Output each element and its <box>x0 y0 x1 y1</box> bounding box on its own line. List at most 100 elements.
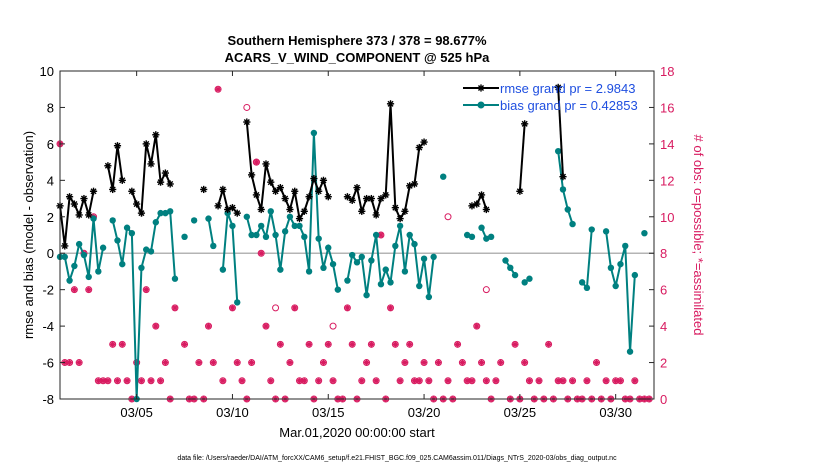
obs-possible-marker <box>458 359 466 367</box>
obs-possible-marker <box>348 340 356 348</box>
rmse-line-segment <box>245 121 330 222</box>
rmse-point-core <box>144 142 148 146</box>
obs-possible-marker <box>195 359 203 367</box>
obs-assimilated-marker <box>210 359 216 366</box>
bias-point <box>511 271 519 279</box>
bias-point <box>602 228 610 235</box>
rmse-point-core <box>278 186 282 190</box>
x-tick-label: 03/10 <box>216 405 249 420</box>
y-right-tick-label: 18 <box>660 64 674 79</box>
y-right-tick-label: 4 <box>660 319 667 334</box>
obs-assimilated-marker <box>66 359 73 366</box>
obs-assimilated-marker <box>234 359 240 366</box>
obs-possible-marker <box>425 377 433 385</box>
obs-assimilated-marker <box>325 341 331 347</box>
obs-possible-marker <box>391 340 399 348</box>
bias-point <box>617 260 624 268</box>
bias-point <box>61 253 68 261</box>
rmse-point-core <box>106 164 110 168</box>
obs-assimilated-marker <box>263 323 269 329</box>
rmse-point-core <box>398 217 402 221</box>
rmse-point-core <box>345 195 350 199</box>
bias-point <box>607 264 615 271</box>
bias-point <box>416 282 423 290</box>
bias-point <box>138 264 145 271</box>
bias-point <box>583 284 591 292</box>
y-left-tick-label: 0 <box>47 246 54 261</box>
bias-point <box>281 228 289 235</box>
rmse-point-core <box>139 211 144 215</box>
rmse-point-core <box>135 202 139 206</box>
rmse-point-core <box>235 211 239 215</box>
obs-possible-marker <box>214 85 222 93</box>
obs-possible-marker <box>583 377 591 385</box>
obs-assimilated-marker <box>220 378 226 384</box>
rmse-series <box>56 83 567 250</box>
obs-possible-marker <box>152 322 160 330</box>
obs-assimilated-marker <box>363 359 370 366</box>
rmse-point-core <box>230 206 235 210</box>
obs-assimilated-marker <box>124 378 130 384</box>
obs-possible-marker <box>104 377 112 385</box>
bias-point <box>257 222 265 230</box>
y-left-tick-label: -2 <box>42 283 54 298</box>
bias-point <box>166 208 174 215</box>
obs-assimilated-marker <box>411 378 418 384</box>
obs-assimilated-marker <box>569 378 576 384</box>
obs-assimilated-marker <box>536 378 542 384</box>
obs-assimilated-marker <box>268 378 274 384</box>
obs-assimilated-marker <box>249 359 255 366</box>
x-tick-label: 03/25 <box>504 405 537 420</box>
y-left-tick-label: 6 <box>47 137 54 152</box>
obs-possible-marker <box>85 286 93 294</box>
bias-point <box>425 293 433 301</box>
bias-point <box>478 224 485 231</box>
rmse-point-core <box>250 173 254 177</box>
bias-point <box>411 240 418 248</box>
rmse-point-core <box>484 207 488 212</box>
bias-point <box>401 268 409 275</box>
rmse-point-core <box>149 162 153 166</box>
obs-possible-marker <box>252 158 260 166</box>
bias-point <box>219 266 227 273</box>
bias-point <box>325 244 332 251</box>
obs-assimilated-marker <box>301 378 307 384</box>
bias-point <box>564 206 571 213</box>
obs-possible-marker <box>420 359 428 367</box>
y-right-tick-label: 2 <box>660 356 667 371</box>
obs-assimilated-marker <box>526 378 533 384</box>
bias-point <box>99 244 107 251</box>
obs-possible-marker <box>434 359 442 367</box>
bias-point <box>305 268 313 275</box>
bias-point <box>119 260 126 268</box>
obs-possible-marker <box>147 377 155 385</box>
rmse-point-core <box>374 213 378 217</box>
rmse-point-core <box>259 207 263 212</box>
obs-possible-marker <box>616 377 624 385</box>
bias-point <box>181 233 188 241</box>
obs-assimilated-marker <box>373 378 379 384</box>
y-right-tick-label: 16 <box>660 100 674 115</box>
obs-possible-marker <box>243 103 251 111</box>
obs-possible-marker <box>248 359 256 367</box>
obs-assimilated-marker <box>258 250 264 256</box>
obs-possible-marker <box>387 304 395 312</box>
obs-possible-marker <box>415 377 423 385</box>
obs-assimilated-marker <box>316 378 322 384</box>
bias-point <box>396 222 404 230</box>
obs-possible-marker <box>171 304 179 312</box>
obs-assimilated-marker <box>632 378 638 384</box>
bias-point <box>569 220 576 228</box>
rmse-point-core <box>87 213 91 217</box>
bias-point <box>487 233 495 241</box>
bias-point <box>171 275 179 282</box>
rmse-point-core <box>168 182 172 186</box>
obs-assimilated-marker <box>277 341 283 347</box>
bias-point <box>353 259 361 266</box>
obs-assimilated-marker <box>157 378 164 384</box>
bias-point <box>626 348 634 355</box>
bias-point <box>253 231 260 239</box>
obs-possible-marker <box>205 322 212 330</box>
obs-assimilated-marker <box>359 378 365 384</box>
obs-assimilated-marker <box>512 341 518 347</box>
